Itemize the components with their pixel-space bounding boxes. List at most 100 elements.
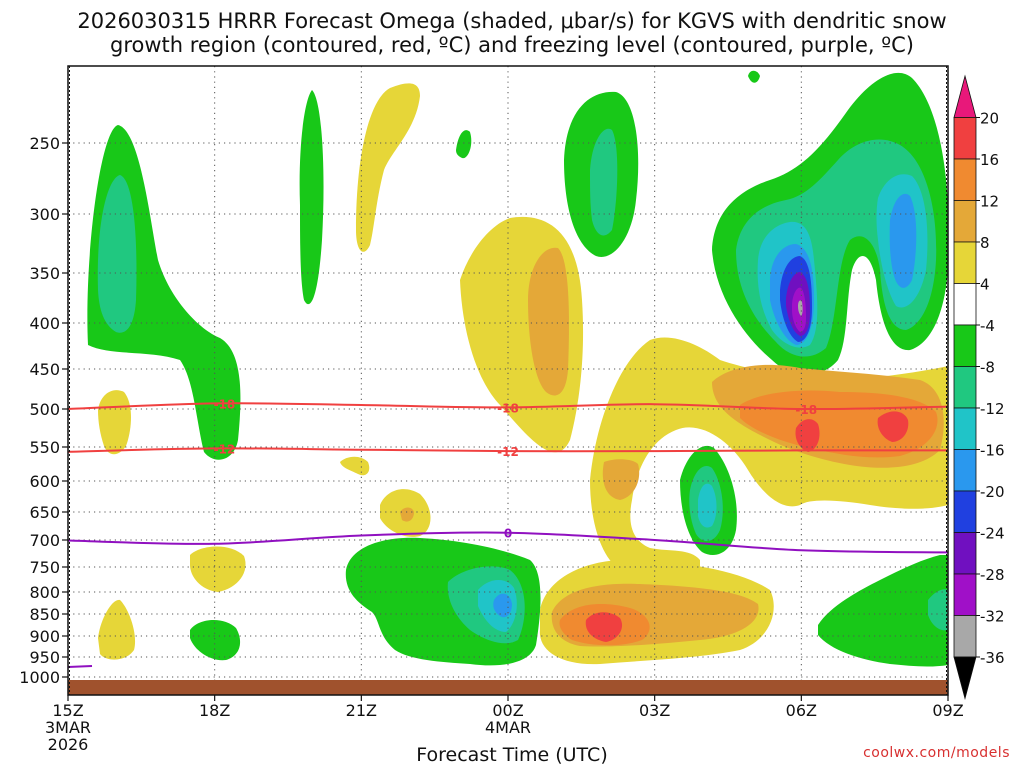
y-tick-label-350: 350 <box>29 264 60 283</box>
omega-region-37 <box>493 593 512 618</box>
y-tick-label-800: 800 <box>29 583 60 602</box>
dgz-contour-2-label-1: -12 <box>497 445 519 459</box>
omega-region-2 <box>97 175 137 333</box>
y-tick-label-400: 400 <box>29 314 60 333</box>
colorbar-segment-0 <box>953 74 977 118</box>
colorbar-label-3: 8 <box>980 234 990 252</box>
y-tick-label-650: 650 <box>29 503 60 522</box>
x-tick-label-0-1: 3MAR <box>45 718 91 737</box>
axes: 250 300 350 400 450 500 550 600 650 700 750 800 850 9… <box>19 65 964 754</box>
x-tick-label-3-0: 18Z <box>199 701 230 720</box>
colorbar-label-9: -20 <box>980 483 1005 501</box>
freezing-level-fragment <box>67 665 93 668</box>
x-tick-label-15-0: 06Z <box>786 701 817 720</box>
y-tick-label-900: 900 <box>29 627 60 646</box>
omega-region-9 <box>590 128 618 236</box>
colorbar-label-7: -12 <box>980 400 1005 418</box>
colorbar-label-6: -8 <box>980 359 995 377</box>
freezing-level-contour-1-label-0: 0 <box>504 527 512 541</box>
y-tick-label-950: 950 <box>29 648 60 667</box>
x-tick-label-18-0: 09Z <box>932 701 963 720</box>
colorbar-label-2: 12 <box>980 193 999 211</box>
x-tick-label-6-0: 21Z <box>346 701 377 720</box>
y-tick-label-250: 250 <box>29 134 60 153</box>
x-tick-label-12-0: 03Z <box>639 701 670 720</box>
colorbar-segment-11 <box>953 532 977 575</box>
colorbar-label-8: -16 <box>980 442 1005 460</box>
y-tick-label-450: 450 <box>29 360 60 379</box>
omega-region-28 <box>340 456 370 476</box>
colorbar-label-5: -4 <box>980 317 995 335</box>
omega-region-10 <box>748 70 760 83</box>
dgz-contour-1-label-1: -18 <box>497 401 519 415</box>
chart-title-line-2: growth region (contoured, red, ºC) and f… <box>110 33 914 57</box>
grid <box>68 66 948 695</box>
omega-region-3 <box>299 90 324 305</box>
colorbar-segment-7 <box>953 366 977 409</box>
dgz-contour-1 <box>67 402 949 411</box>
y-tick-label-850: 850 <box>29 605 60 624</box>
omega-region-20 <box>798 300 803 316</box>
colorbar-segment-3 <box>953 200 977 243</box>
omega-region-45 <box>818 555 948 667</box>
y-tick-label-550: 550 <box>29 438 60 457</box>
y-tick-label-700: 700 <box>29 531 60 550</box>
omega-region-47 <box>206 353 229 404</box>
x-tick-label-0-0: 15Z <box>52 701 83 720</box>
dgz-contour-1-label-2: -18 <box>795 403 817 417</box>
credit-text[interactable]: coolwx.com/models <box>863 745 1010 761</box>
omega-shading <box>87 70 948 667</box>
omega-region-30 <box>400 507 414 522</box>
dgz-contour-2 <box>67 447 949 453</box>
colorbar-label-11: -28 <box>980 566 1005 584</box>
x-axis-title: Forecast Time (UTC) <box>416 744 608 766</box>
omega-region-16 <box>889 193 917 288</box>
colorbar-segment-5 <box>953 283 977 326</box>
omega-region-32 <box>98 599 136 660</box>
colorbar-segment-9 <box>953 449 977 492</box>
freezing-level-contour-1 <box>67 531 949 554</box>
colorbar: 20 16 12 8 4 -4 -8 -12 -16 -20 -24 -28 -32 -36 <box>953 74 1005 701</box>
colorbar-segment-13 <box>953 615 977 658</box>
chart-title-line-1: 2026030315 HRRR Forecast Omega (shaded, … <box>77 9 947 33</box>
omega-region-4 <box>456 130 472 159</box>
dgz-contour-1-label-0: -18 <box>214 398 236 412</box>
omega-region-33 <box>190 619 241 661</box>
colorbar-label-10: -24 <box>980 525 1005 543</box>
colorbar-segment-2 <box>953 158 977 201</box>
colorbar-label-0: 20 <box>980 110 999 128</box>
omega-region-24 <box>795 419 820 452</box>
colorbar-segment-4 <box>953 241 977 284</box>
colorbar-label-1: 16 <box>980 151 999 169</box>
omega-region-44 <box>698 483 717 528</box>
y-tick-label-750: 750 <box>29 558 60 577</box>
colorbar-segment-1 <box>953 117 977 160</box>
colorbar-label-13: -36 <box>980 649 1005 667</box>
y-tick-label-300: 300 <box>29 205 60 224</box>
x-tick-label-9-0: 00Z <box>492 701 523 720</box>
y-tick-label-1000: 1000 <box>19 668 60 687</box>
colorbar-segment-12 <box>953 573 977 616</box>
x-tick-label-0-2: 2026 <box>48 735 89 754</box>
omega-region-26 <box>602 459 640 500</box>
x-tick-label-9-1: 4MAR <box>485 718 531 737</box>
colorbar-label-4: 4 <box>980 276 990 294</box>
omega-region-41 <box>585 612 623 642</box>
ground-fill <box>68 680 948 695</box>
colorbar-label-12: -32 <box>980 608 1005 626</box>
omega-region-31 <box>190 546 246 592</box>
dgz-contour-2-label-0: -12 <box>214 442 236 456</box>
omega-region-7 <box>528 247 569 396</box>
colorbar-segment-6 <box>953 324 977 367</box>
y-tick-label-600: 600 <box>29 472 60 491</box>
omega-region-27 <box>98 390 131 455</box>
omega-region-25 <box>877 411 909 442</box>
colorbar-segment-10 <box>953 490 977 533</box>
omega-region-5 <box>356 83 420 252</box>
colorbar-segment-14 <box>953 656 977 701</box>
y-tick-label-500: 500 <box>29 400 60 419</box>
omega-region-46 <box>928 589 948 631</box>
contour-lines: -18 -18 -18 -12 -12 0 <box>67 398 949 668</box>
colorbar-segment-8 <box>953 407 977 450</box>
